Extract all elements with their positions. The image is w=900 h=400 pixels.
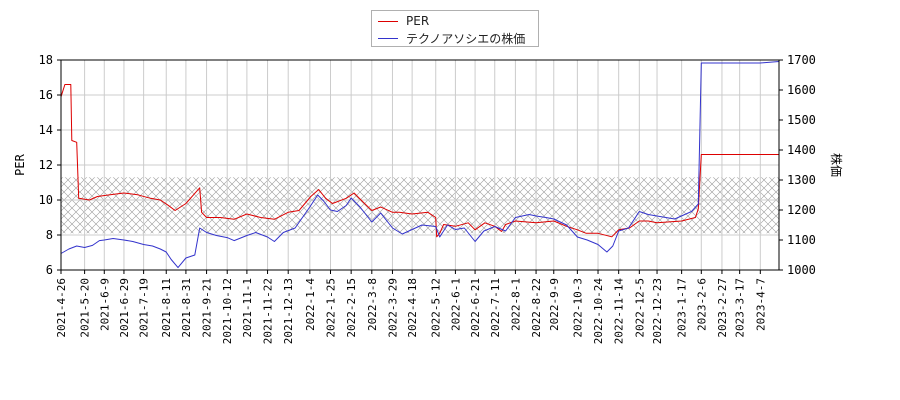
series-line-price xyxy=(60,61,780,269)
y-tick-label-right: 1200 xyxy=(787,203,816,217)
range-band xyxy=(61,177,779,234)
legend-swatch-price xyxy=(378,37,398,39)
x-tick-label: 2022-3-29 xyxy=(386,278,399,338)
x-tick-label: 2022-11-14 xyxy=(613,278,626,345)
x-tick-label: 2022-2-15 xyxy=(345,278,358,338)
legend-label-per: PER xyxy=(406,14,430,28)
y-tick-label-left: 18 xyxy=(39,53,53,67)
x-tick-label: 2022-8-1 xyxy=(509,278,522,331)
x-tick-label: 2021-4-26 xyxy=(55,278,68,338)
x-tick-label: 2021-5-20 xyxy=(79,278,92,338)
x-tick-label: 2022-12-23 xyxy=(651,278,664,344)
y-tick-label-left: 6 xyxy=(46,263,53,277)
x-tick-label: 2021-7-19 xyxy=(138,278,151,338)
x-tick-label: 2023-2-6 xyxy=(695,278,708,331)
legend-item-per: PER xyxy=(378,13,429,29)
y-tick-label-right: 1700 xyxy=(787,53,816,67)
legend-swatch-per xyxy=(378,20,398,22)
x-tick-label: 2021-9-21 xyxy=(201,278,214,338)
x-tick-label: 2022-9-9 xyxy=(548,278,561,331)
x-tick-label: 2022-1-4 xyxy=(304,278,317,331)
x-tick-label: 2022-12-5 xyxy=(633,278,646,338)
legend-label-price: テクノアソシエの株価 xyxy=(406,31,526,46)
series-line-per xyxy=(60,84,779,238)
x-tick-label: 2023-3-17 xyxy=(734,278,747,338)
x-tick-label: 2021-8-31 xyxy=(180,278,193,338)
x-tick-label: 2023-2-27 xyxy=(716,278,729,338)
y-tick-label-left: 8 xyxy=(46,228,53,242)
x-tick-label: 2022-5-12 xyxy=(430,278,443,338)
y-axis-label-left: PER xyxy=(13,153,27,175)
x-tick-label: 2022-8-22 xyxy=(530,278,543,338)
y-tick-label-right: 1500 xyxy=(787,113,816,127)
x-tick-label: 2022-4-18 xyxy=(406,278,419,338)
y-tick-label-right: 1100 xyxy=(787,233,816,247)
x-tick-label: 2022-6-1 xyxy=(449,278,462,331)
x-tick-label: 2021-8-11 xyxy=(160,278,173,338)
x-tick-label: 2021-10-12 xyxy=(221,278,234,344)
y-axis-label-right: 株価 xyxy=(829,153,844,177)
y-tick-label-right: 1400 xyxy=(787,143,816,157)
x-tick-label: 2021-11-22 xyxy=(262,278,275,344)
y-tick-label-right: 1600 xyxy=(787,83,816,97)
x-tick-label: 2021-12-13 xyxy=(282,278,295,344)
x-tick-label: 2022-10-24 xyxy=(592,278,605,345)
x-tick-label: 2023-1-17 xyxy=(676,278,689,338)
x-tick-label: 2022-1-25 xyxy=(324,278,337,338)
legend-item-price: テクノアソシエの株価 xyxy=(378,30,525,46)
x-tick-label: 2022-6-21 xyxy=(469,278,482,338)
y-tick-label-left: 14 xyxy=(39,123,53,137)
y-tick-label-right: 1000 xyxy=(787,263,816,277)
x-tick-label: 2022-10-3 xyxy=(571,278,584,338)
x-tick-label: 2021-6-29 xyxy=(118,278,131,338)
x-tick-label: 2023-4-7 xyxy=(754,278,767,331)
legend: PER テクノアソシエの株価 xyxy=(371,10,539,47)
x-tick-label: 2021-6-9 xyxy=(98,278,111,331)
y-tick-label-right: 1300 xyxy=(787,173,816,187)
y-tick-label-left: 10 xyxy=(39,193,53,207)
x-tick-label: 2021-11-1 xyxy=(241,278,254,338)
y-tick-label-left: 12 xyxy=(39,158,53,172)
x-tick-label: 2022-3-8 xyxy=(366,278,379,331)
y-tick-label-left: 16 xyxy=(39,88,53,102)
x-tick-label: 2022-7-11 xyxy=(489,278,502,338)
